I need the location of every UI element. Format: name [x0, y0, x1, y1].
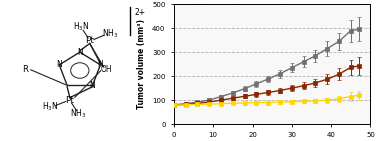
Text: R: R	[22, 65, 28, 74]
Text: H$_3$N: H$_3$N	[42, 101, 58, 113]
Text: 2+: 2+	[135, 8, 146, 17]
Y-axis label: Tumor volume (mm³): Tumor volume (mm³)	[138, 19, 147, 109]
Text: Pt: Pt	[85, 36, 94, 45]
Text: NH$_3$: NH$_3$	[70, 108, 86, 120]
Text: NH$_3$: NH$_3$	[102, 28, 118, 40]
Text: N: N	[56, 60, 62, 69]
Text: H$_3$N: H$_3$N	[73, 21, 90, 33]
Text: N: N	[90, 81, 95, 90]
Text: Pt: Pt	[65, 96, 74, 105]
Text: N: N	[77, 48, 83, 57]
Text: OH: OH	[101, 65, 112, 74]
Text: N: N	[98, 60, 103, 69]
